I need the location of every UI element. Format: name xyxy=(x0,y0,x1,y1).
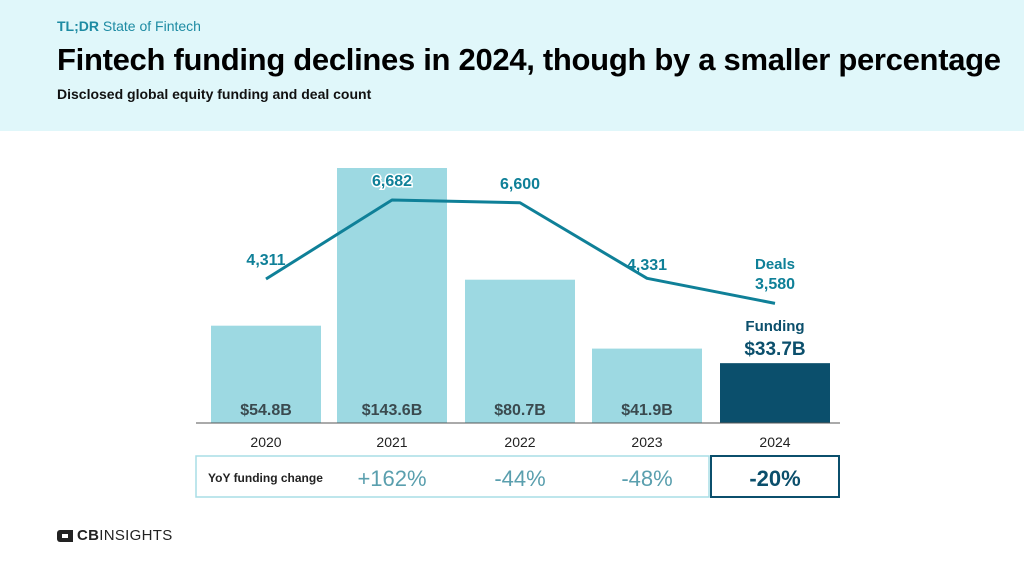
bar-2024 xyxy=(720,363,830,423)
bar-2021 xyxy=(337,168,447,423)
yoy-highlight-box xyxy=(710,455,840,498)
deals-label-2022: 6,600 xyxy=(500,176,540,193)
bar-2020 xyxy=(211,325,321,423)
bar-value-label-2021: $143.6B xyxy=(362,402,423,419)
deals-label-2023: 4,331 xyxy=(627,257,667,274)
yoy-row-box xyxy=(195,455,710,498)
kicker-bold: TL;DR xyxy=(57,18,99,34)
yoy-value-2022: -44% xyxy=(494,466,545,491)
deals-line xyxy=(265,198,776,305)
x-tick-label-2020: 2020 xyxy=(250,434,281,450)
kicker: TL;DR State of Fintech xyxy=(57,18,201,34)
bar-2023 xyxy=(592,348,702,423)
yoy-value-2021: +162% xyxy=(357,466,426,491)
page-title: Fintech funding declines in 2024, though… xyxy=(57,42,1001,77)
yoy-value-2024: -20% xyxy=(749,466,800,491)
funding-callout-label: Funding xyxy=(745,318,804,335)
x-tick-label-2021: 2021 xyxy=(376,434,407,450)
bar-2022 xyxy=(465,279,575,423)
page-subtitle: Disclosed global equity funding and deal… xyxy=(57,86,372,102)
deals-label-2020: 4,311 xyxy=(246,252,285,269)
cb-insights-logo: CBINSIGHTS xyxy=(57,527,173,544)
deals-series-label: Deals xyxy=(755,256,795,273)
yoy-value-2023: -48% xyxy=(621,466,672,491)
x-tick-label-2023: 2023 xyxy=(631,434,662,450)
bar-value-label-2020: $54.8B xyxy=(240,402,292,419)
bar-value-label-2022: $80.7B xyxy=(494,402,546,419)
x-tick-label-2022: 2022 xyxy=(504,434,535,450)
funding-callout-value: $33.7B xyxy=(744,339,805,360)
deals-label-2021: 6,682 xyxy=(372,173,412,190)
logo-text: CBINSIGHTS xyxy=(77,527,173,544)
kicker-rest: State of Fintech xyxy=(102,18,201,34)
bar-value-label-2023: $41.9B xyxy=(621,402,673,419)
header-banner: TL;DR State of Fintech Fintech funding d… xyxy=(0,0,1024,131)
yoy-row-label: YoY funding change xyxy=(208,471,323,485)
cb-logo-icon xyxy=(57,529,73,542)
deals-label-2024: 3,580 xyxy=(755,276,795,293)
x-tick-label-2024: 2024 xyxy=(759,434,790,450)
